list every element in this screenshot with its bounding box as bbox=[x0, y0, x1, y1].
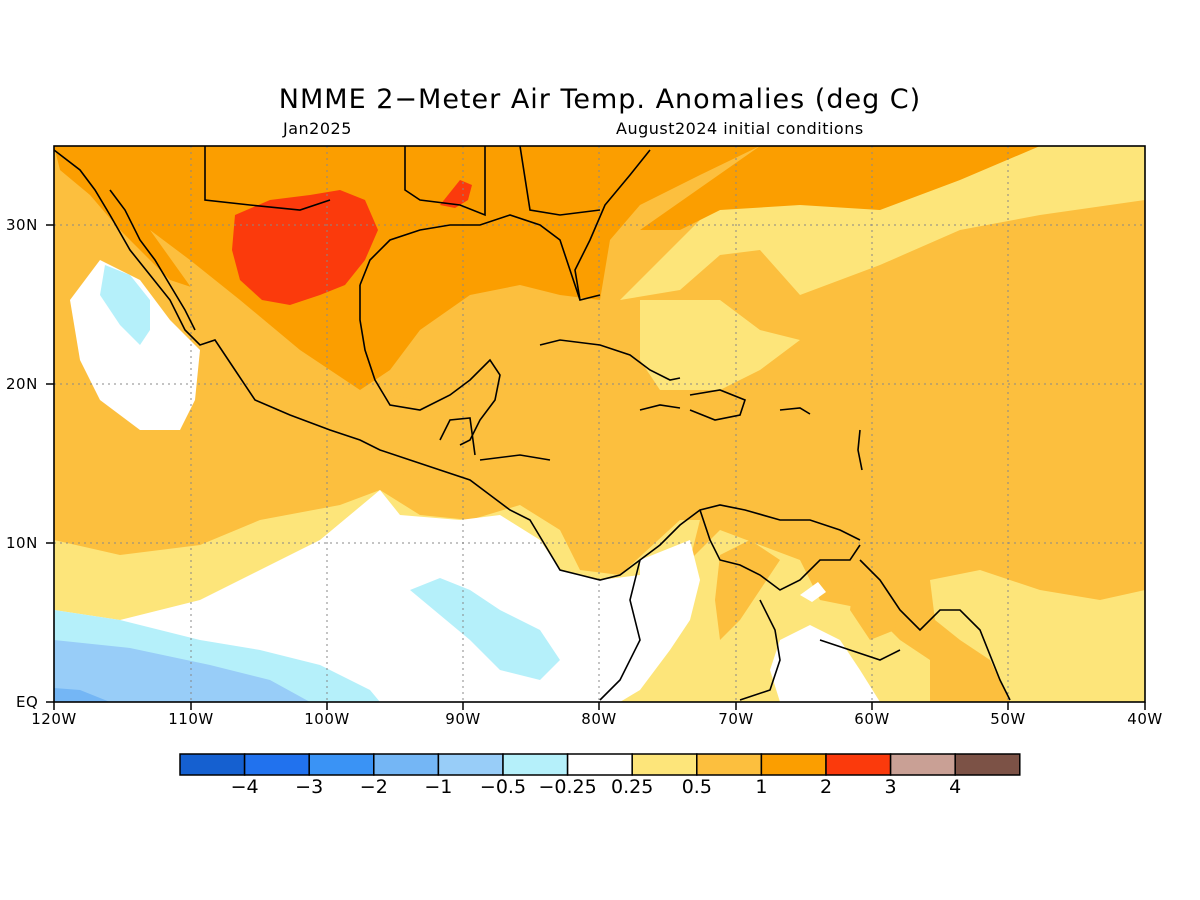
anomaly-fill-neutral-amazon bbox=[770, 625, 880, 702]
lon-label-110w: 110W bbox=[168, 710, 214, 728]
initial-conditions-label: August2024 initial conditions bbox=[616, 119, 864, 138]
anomaly-fill-0.5-1-brazil bbox=[930, 650, 1010, 702]
lon-label-70w: 70W bbox=[718, 710, 754, 728]
anomaly-fill-neg-0.25-baja bbox=[100, 265, 150, 345]
lon-label-40w: 40W bbox=[1127, 710, 1163, 728]
anomaly-fill-0.5-1-guiana bbox=[850, 570, 900, 640]
anomaly-fill-1-2-atlantic-top bbox=[640, 146, 1040, 230]
gridlines bbox=[54, 146, 1145, 702]
colorbar-label: 1 bbox=[755, 776, 768, 798]
colorbar-label: −0.5 bbox=[479, 776, 527, 798]
colorbar-label: 4 bbox=[949, 776, 962, 798]
anomaly-fill-neutral-baja bbox=[70, 260, 200, 430]
lat-label-10n: 10N bbox=[6, 534, 38, 552]
lon-label-60w: 60W bbox=[854, 710, 890, 728]
anomaly-fill-0.25-0.5-caribbean bbox=[640, 300, 800, 390]
colorbar-label: −2 bbox=[359, 776, 388, 798]
lat-label-30n: 30N bbox=[6, 216, 38, 234]
anomaly-fill-neg-0.25-offshore bbox=[410, 578, 560, 680]
lon-label-80w: 80W bbox=[581, 710, 617, 728]
colorbar-label: −0.25 bbox=[538, 776, 597, 798]
target-month-label: Jan2025 bbox=[283, 119, 352, 138]
anomaly-fill-neg-0.5 bbox=[54, 640, 310, 702]
colorbar-label: 0.5 bbox=[681, 776, 712, 798]
anomaly-fill-neutral-small bbox=[800, 582, 826, 602]
coastlines bbox=[54, 146, 1011, 701]
anomaly-fill-neutral-colombia bbox=[600, 540, 700, 702]
lat-label-eq: EQ bbox=[16, 693, 39, 711]
colorbar-label: −4 bbox=[230, 776, 259, 798]
anomaly-fill-2-3-small bbox=[440, 180, 472, 208]
colorbar-label: −1 bbox=[424, 776, 453, 798]
lon-label-90w: 90W bbox=[445, 710, 481, 728]
anomaly-fill-0.25-0.5-east-atlantic bbox=[930, 570, 1145, 702]
lat-label-20n: 20N bbox=[6, 375, 38, 393]
anomaly-fill-neg-1 bbox=[54, 688, 110, 702]
anomaly-fill-0.5-1-mexico bbox=[150, 230, 470, 480]
lon-label-50w: 50W bbox=[990, 710, 1026, 728]
colorbar-label: −3 bbox=[295, 776, 324, 798]
anomaly-fill-0.25-0.5-atlantic bbox=[620, 146, 1145, 300]
anomaly-fill-1-2-north bbox=[54, 146, 760, 390]
colorbar-label: 2 bbox=[819, 776, 833, 798]
lon-label-120w: 120W bbox=[31, 710, 77, 728]
map-title: NMME 2−Meter Air Temp. Anomalies (deg C) bbox=[278, 84, 922, 115]
lon-label-100w: 100W bbox=[304, 710, 350, 728]
colorbar-label: 3 bbox=[884, 776, 897, 798]
anomaly-fill-2-3 bbox=[232, 190, 378, 305]
colorbar-label: 0.25 bbox=[611, 776, 654, 798]
anomaly-fill-0.5-1-venezuela bbox=[715, 540, 780, 640]
anomaly-fill-0.25-0.5-south-america bbox=[600, 530, 1000, 702]
